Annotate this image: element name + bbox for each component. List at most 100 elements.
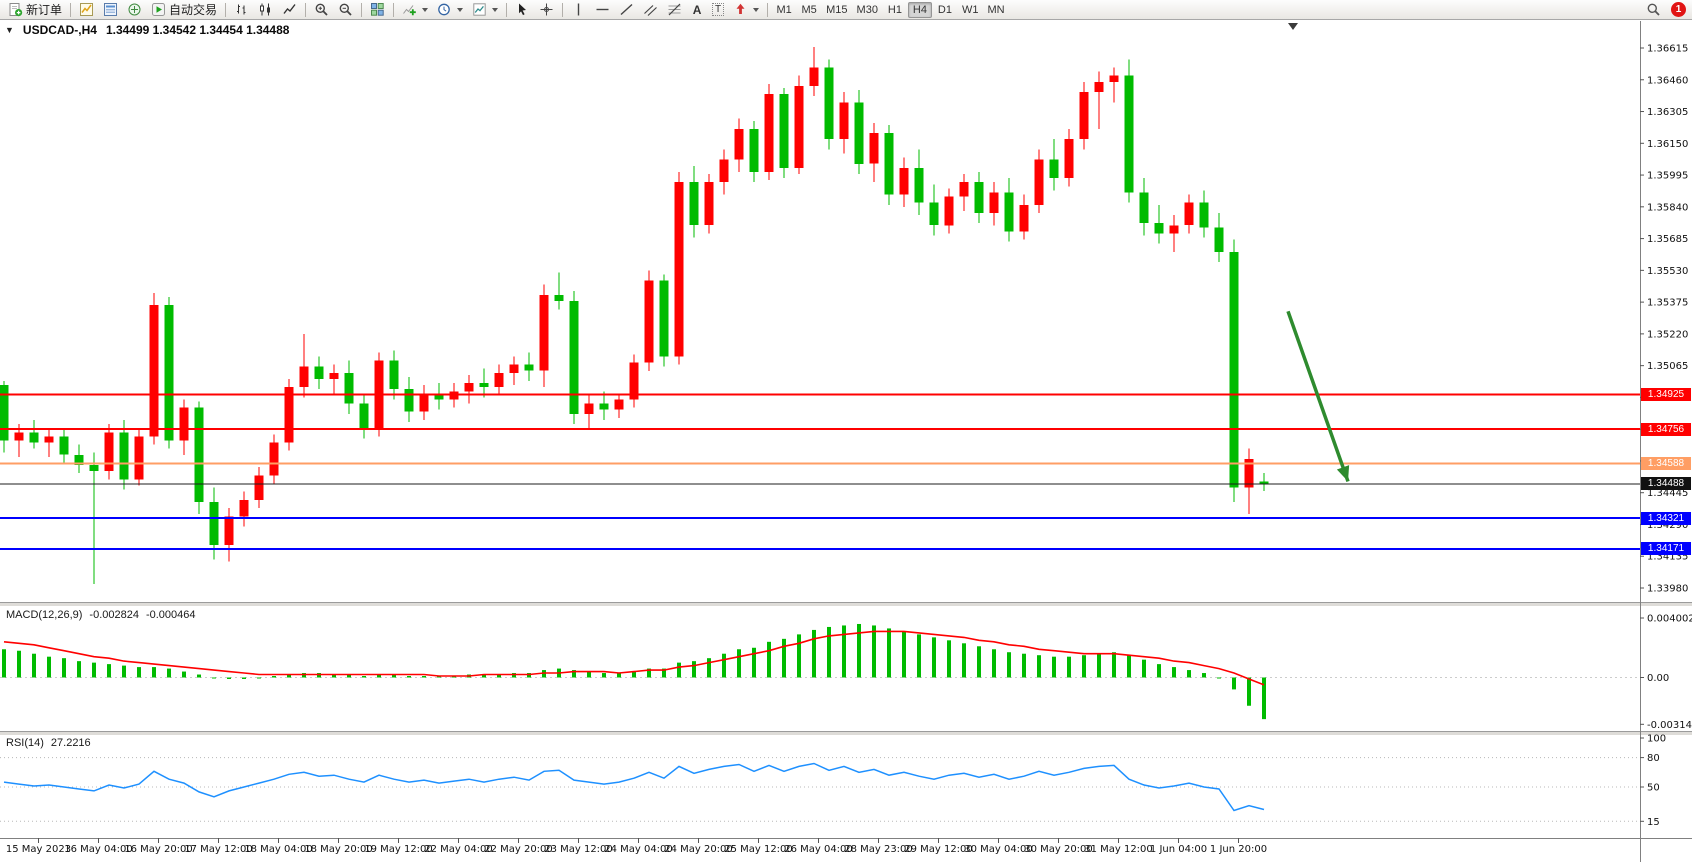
candle-body <box>914 167 924 203</box>
candle-body <box>1214 227 1224 252</box>
vertical-line-button[interactable] <box>567 1 590 19</box>
templates-button[interactable] <box>468 1 502 19</box>
candle-body <box>524 364 534 371</box>
candle-body <box>44 436 54 443</box>
candle-body <box>659 280 669 357</box>
macd-indicator-name: MACD(12,26,9) <box>6 609 83 621</box>
price-axis-label: 1.34290 <box>1647 520 1688 531</box>
candle-body <box>1004 192 1014 232</box>
timeframe-mn-button[interactable]: MN <box>983 2 1008 18</box>
terminal-button[interactable] <box>123 1 146 19</box>
candle-body <box>464 383 474 392</box>
candle-body <box>824 67 834 140</box>
window-menu-icon[interactable]: ▼ <box>5 25 14 35</box>
trend-arrow <box>1286 310 1350 483</box>
time-axis-label: 18 May 04:00 <box>244 844 313 855</box>
notification-badge[interactable]: 1 <box>1671 2 1686 17</box>
candle-body <box>944 196 954 226</box>
horizontal-line-button[interactable] <box>591 1 614 19</box>
candle-body <box>644 280 654 363</box>
candle-body <box>794 85 804 168</box>
line-chart-button[interactable] <box>278 1 301 19</box>
candle-body <box>1169 225 1179 234</box>
text-label-button[interactable]: T <box>708 1 728 19</box>
candle-body <box>119 432 129 480</box>
timeframe-h1-button[interactable]: H1 <box>883 2 907 18</box>
vertical-line-icon <box>577 3 580 16</box>
candle-body <box>29 432 39 443</box>
arrows-button[interactable] <box>729 1 763 19</box>
candles <box>0 47 1269 584</box>
zoom-out-button[interactable] <box>334 1 357 19</box>
candle-body <box>224 516 234 545</box>
autotrading-icon <box>152 3 166 16</box>
candlestick-chart-icon <box>260 3 271 16</box>
bar-chart-button[interactable] <box>230 1 253 19</box>
macd-label: MACD(12,26,9) -0.002824 -0.000464 <box>6 609 196 621</box>
candle-body <box>1034 159 1044 205</box>
periods-button[interactable] <box>433 1 467 19</box>
candle-body <box>674 182 684 357</box>
indicators-icon <box>403 5 416 16</box>
text-button[interactable]: A <box>687 1 707 19</box>
bid-price-tag: 1.34488 <box>1641 477 1691 491</box>
timeframe-m1-button[interactable]: M1 <box>772 2 796 18</box>
timeframe-m30-button[interactable]: M30 <box>853 2 882 18</box>
trendline-button[interactable] <box>615 1 638 19</box>
candle-body <box>209 501 219 545</box>
candle-body <box>1019 204 1029 232</box>
zoom-in-button[interactable] <box>310 1 333 19</box>
crosshair-button[interactable] <box>535 1 558 19</box>
price-tag: 1.34588 <box>1641 456 1691 470</box>
candle-body <box>929 202 939 226</box>
dropdown-caret-icon <box>457 7 464 12</box>
zoom-out-icon <box>339 3 352 16</box>
market-watch-button[interactable] <box>75 1 98 19</box>
candle-body <box>1199 202 1209 228</box>
dropdown-caret-icon <box>422 7 429 12</box>
dropdown-caret-icon <box>492 7 499 12</box>
toolbar-separator <box>70 2 72 17</box>
terminal-icon <box>128 3 141 16</box>
candle-body <box>254 475 264 500</box>
new-order-button[interactable]: 新订单 <box>4 1 66 19</box>
price-axis-label: 1.36460 <box>1647 75 1688 86</box>
timeframe-m15-button[interactable]: M15 <box>822 2 851 18</box>
cursor-icon <box>519 3 527 16</box>
toolbar-separator <box>361 2 363 17</box>
horizontal-line-icon <box>596 8 609 11</box>
channel-button[interactable] <box>639 1 662 19</box>
fibonacci-button[interactable] <box>663 1 686 19</box>
time-axis-label: 17 May 12:00 <box>184 844 253 855</box>
autotrading-button[interactable]: 自动交易 <box>147 1 221 19</box>
timeframe-w1-button[interactable]: W1 <box>958 2 983 18</box>
candle-body <box>1094 81 1104 92</box>
crosshair-icon <box>540 3 553 16</box>
timeframe-d1-button[interactable]: D1 <box>933 2 957 18</box>
candlestick-chart-button[interactable] <box>254 1 277 19</box>
candle-body <box>344 372 354 404</box>
tile-windows-button[interactable] <box>366 1 389 19</box>
candle-body <box>14 432 24 441</box>
bar-chart-icon <box>237 4 246 15</box>
chart-symbol-period: USDCAD-,H4 <box>22 23 97 37</box>
candle-body <box>989 192 999 213</box>
candle-body <box>569 301 579 414</box>
candle-body <box>329 372 339 379</box>
candle-body <box>689 182 699 226</box>
data-window-button[interactable] <box>99 1 122 19</box>
search-button[interactable] <box>1642 1 1665 19</box>
cursor-button[interactable] <box>511 1 534 19</box>
candle-body <box>314 366 324 379</box>
indicators-button[interactable] <box>398 1 432 19</box>
time-axis-label: 19 May 12:00 <box>364 844 433 855</box>
price-tag: 1.34321 <box>1641 511 1691 525</box>
toolbar: 新订单 自动交易 <box>0 0 1692 20</box>
search-icon <box>1647 3 1660 16</box>
candle-body <box>149 305 159 437</box>
toolbar-separator <box>305 2 307 17</box>
price-axis-label: 1.35065 <box>1647 361 1688 372</box>
timeframe-h4-button[interactable]: H4 <box>907 1 932 18</box>
timeframe-m5-button[interactable]: M5 <box>797 2 821 18</box>
